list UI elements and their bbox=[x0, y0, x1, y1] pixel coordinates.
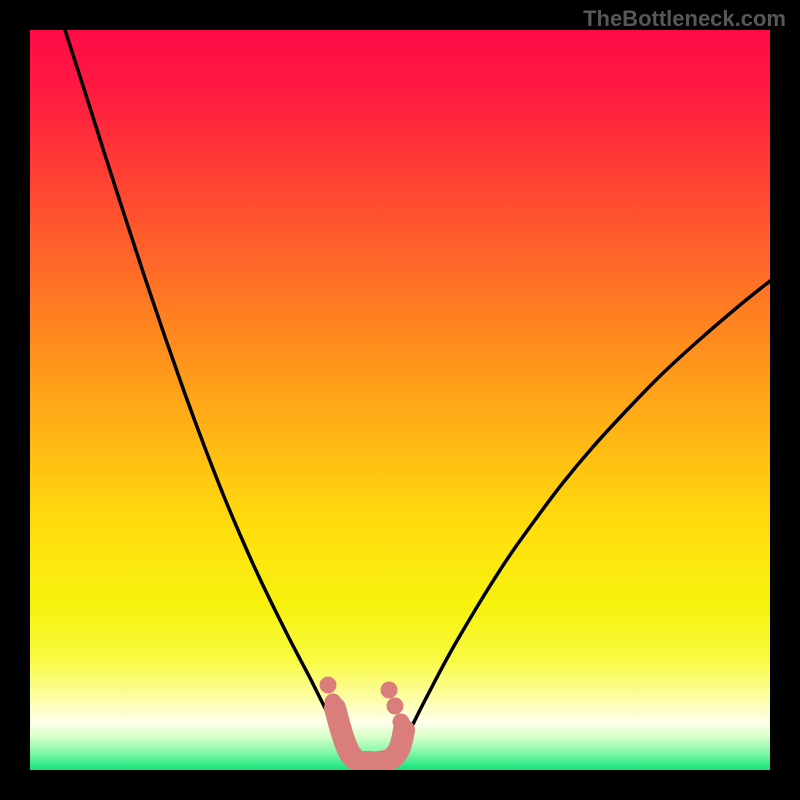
gradient-background bbox=[30, 30, 770, 770]
pink-dot bbox=[387, 698, 404, 715]
pink-dot bbox=[320, 677, 337, 694]
watermark-text: TheBottleneck.com bbox=[583, 6, 786, 32]
pink-dot bbox=[393, 714, 410, 731]
plot-area bbox=[30, 30, 770, 770]
plot-svg bbox=[30, 30, 770, 770]
pink-dot bbox=[381, 682, 398, 699]
pink-dot bbox=[325, 694, 342, 711]
